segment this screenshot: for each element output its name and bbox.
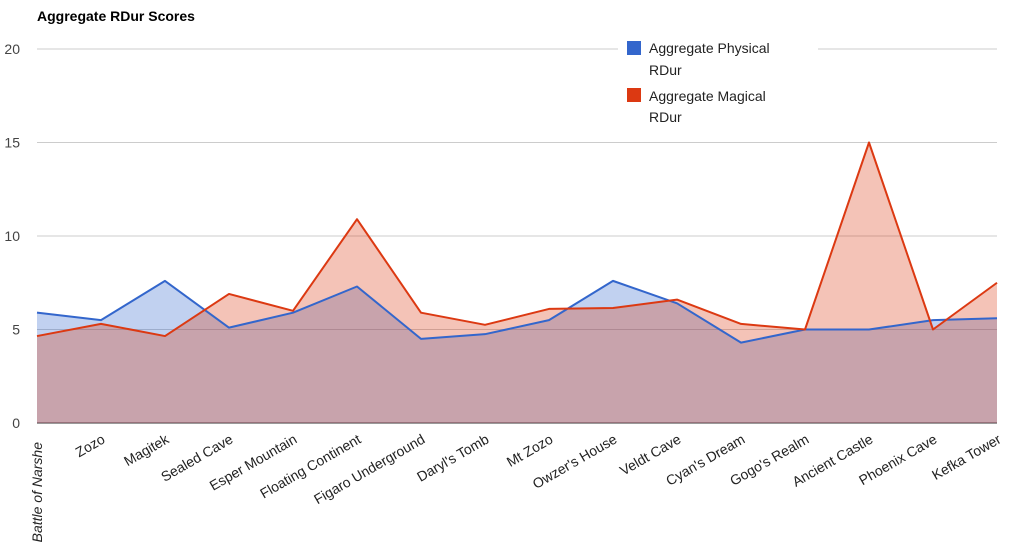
data-point[interactable]	[547, 306, 552, 311]
data-point[interactable]	[803, 327, 808, 332]
x-tick-label: Zozo	[73, 431, 108, 461]
legend-swatch-physical	[627, 41, 641, 55]
data-point[interactable]	[611, 305, 616, 310]
x-tick-label: Mt Zozo	[504, 431, 556, 470]
data-point[interactable]	[611, 278, 616, 283]
series-area-1	[37, 142, 997, 423]
data-point[interactable]	[931, 327, 936, 332]
x-tick-label: Magitek	[121, 430, 172, 469]
data-point[interactable]	[483, 332, 488, 337]
legend-label-physical-line2: RDur	[649, 62, 682, 78]
series-areas	[37, 142, 997, 423]
data-point[interactable]	[867, 140, 872, 145]
legend-label-physical-line1: Aggregate Physical	[649, 40, 770, 56]
y-axis-ticks: 0 5 10 15 20	[4, 41, 20, 431]
data-point[interactable]	[739, 340, 744, 345]
x-tick-label: Battle of Narshe	[29, 442, 45, 543]
legend-label-magical-line2: RDur	[649, 109, 682, 125]
series-line-0[interactable]	[36, 279, 998, 344]
legend-item-physical[interactable]: Aggregate Physical RDur	[627, 40, 770, 78]
legend-item-magical[interactable]: Aggregate Magical RDur	[627, 88, 766, 125]
data-point[interactable]	[355, 284, 360, 289]
data-point[interactable]	[163, 334, 168, 339]
data-point[interactable]	[483, 322, 488, 327]
series-lines	[35, 140, 1000, 345]
data-point[interactable]	[419, 336, 424, 341]
x-tick-label: Daryl's Tomb	[414, 431, 492, 485]
y-tick-label: 0	[12, 415, 20, 431]
legend-label-magical-line1: Aggregate Magical	[649, 88, 766, 104]
data-point[interactable]	[163, 278, 168, 283]
data-point[interactable]	[739, 321, 744, 326]
chart-title: Aggregate RDur Scores	[37, 8, 195, 24]
legend-background	[618, 36, 818, 128]
data-point[interactable]	[291, 308, 296, 313]
data-point[interactable]	[35, 334, 40, 339]
data-point[interactable]	[675, 297, 680, 302]
data-point[interactable]	[355, 217, 360, 222]
series-area-0	[37, 280, 997, 423]
y-tick-label: 5	[12, 322, 20, 338]
data-point[interactable]	[35, 310, 40, 315]
y-tick-label: 20	[4, 41, 20, 57]
data-point[interactable]	[227, 291, 232, 296]
series-line-1[interactable]	[36, 141, 998, 338]
y-tick-label: 10	[4, 228, 20, 244]
data-point[interactable]	[867, 327, 872, 332]
x-tick-label: Figaro Underground	[311, 431, 428, 508]
y-tick-label: 15	[4, 135, 20, 151]
data-point[interactable]	[995, 316, 1000, 321]
legend-swatch-magical	[627, 88, 641, 102]
legend[interactable]: Aggregate Physical RDur Aggregate Magica…	[618, 36, 818, 128]
data-point[interactable]	[99, 321, 104, 326]
data-point[interactable]	[547, 318, 552, 323]
x-tick-label: Kefka Tower	[929, 431, 1004, 483]
data-point[interactable]	[419, 310, 424, 315]
data-point[interactable]	[995, 280, 1000, 285]
data-point[interactable]	[227, 325, 232, 330]
